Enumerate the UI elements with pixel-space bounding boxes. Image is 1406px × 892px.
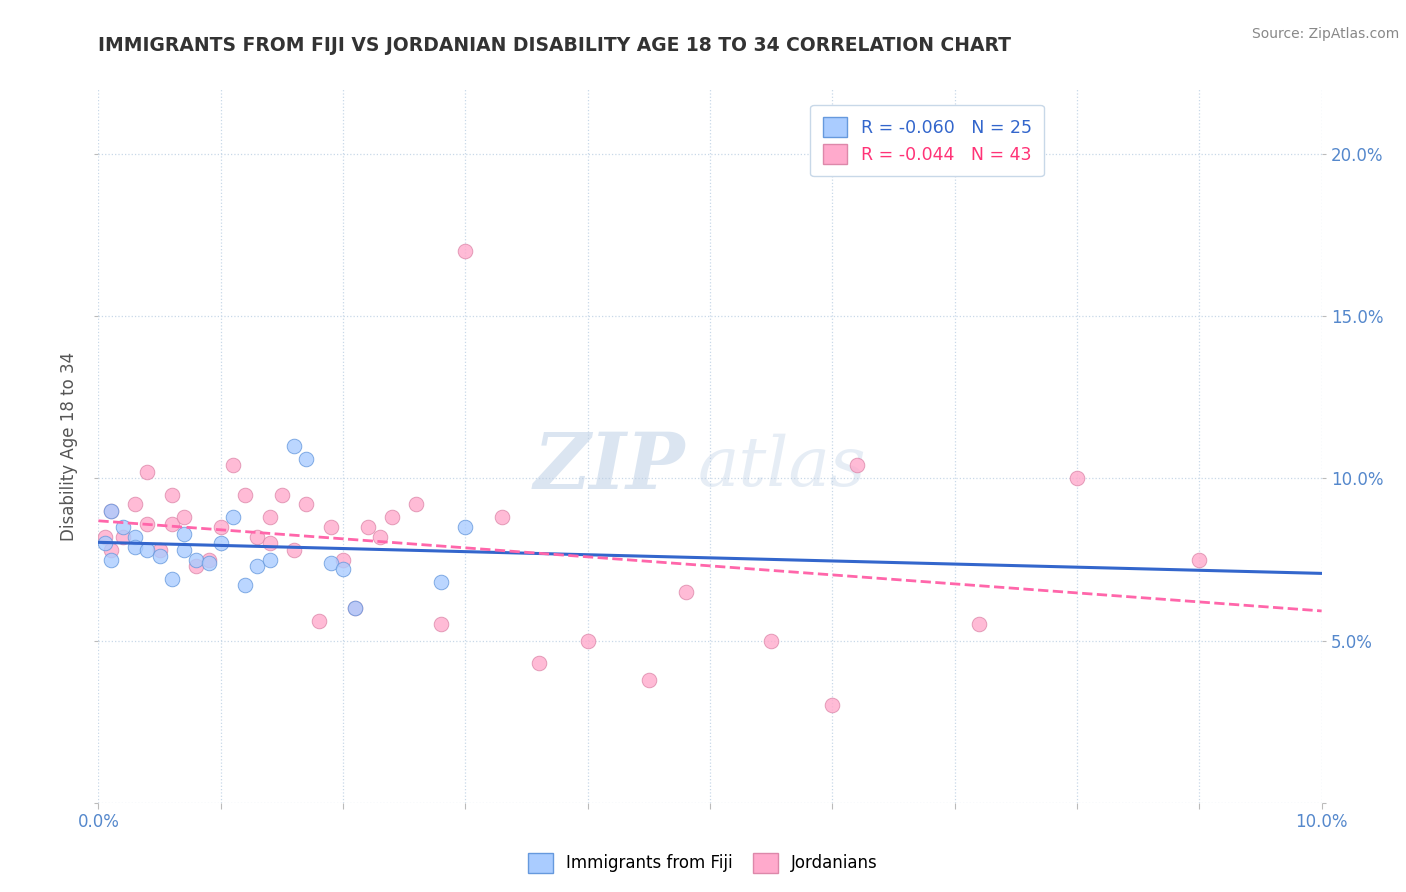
Legend: Immigrants from Fiji, Jordanians: Immigrants from Fiji, Jordanians bbox=[522, 847, 884, 880]
Point bbox=[368, 530, 391, 544]
Point bbox=[308, 614, 330, 628]
Point bbox=[319, 520, 342, 534]
Point bbox=[491, 510, 513, 524]
Point bbox=[356, 520, 378, 534]
Point bbox=[173, 526, 195, 541]
Point bbox=[295, 497, 318, 511]
Point bbox=[209, 520, 232, 534]
Point bbox=[1188, 552, 1211, 566]
Point bbox=[149, 549, 172, 564]
Point bbox=[209, 536, 232, 550]
Point bbox=[100, 542, 122, 557]
Text: IMMIGRANTS FROM FIJI VS JORDANIAN DISABILITY AGE 18 TO 34 CORRELATION CHART: IMMIGRANTS FROM FIJI VS JORDANIAN DISABI… bbox=[98, 36, 1011, 54]
Point bbox=[259, 536, 281, 550]
Point bbox=[160, 572, 183, 586]
Point bbox=[222, 510, 245, 524]
Point bbox=[637, 673, 661, 687]
Point bbox=[405, 497, 427, 511]
Point bbox=[111, 520, 134, 534]
Point bbox=[93, 530, 115, 544]
Point bbox=[430, 575, 453, 590]
Point bbox=[454, 244, 477, 259]
Y-axis label: Disability Age 18 to 34: Disability Age 18 to 34 bbox=[60, 351, 79, 541]
Point bbox=[136, 516, 159, 531]
Point bbox=[246, 559, 269, 574]
Text: ZIP: ZIP bbox=[534, 429, 686, 506]
Point bbox=[332, 552, 354, 566]
Point bbox=[233, 578, 256, 592]
Point bbox=[845, 458, 868, 473]
Point bbox=[259, 552, 281, 566]
Point bbox=[186, 559, 208, 574]
Point bbox=[283, 542, 305, 557]
Point bbox=[124, 530, 146, 544]
Point bbox=[186, 552, 208, 566]
Point bbox=[197, 556, 219, 570]
Point bbox=[173, 542, 195, 557]
Point bbox=[283, 439, 305, 453]
Point bbox=[124, 497, 146, 511]
Point bbox=[124, 540, 146, 554]
Legend: R = -0.060   N = 25, R = -0.044   N = 43: R = -0.060 N = 25, R = -0.044 N = 43 bbox=[810, 105, 1043, 177]
Point bbox=[233, 488, 256, 502]
Point bbox=[173, 510, 195, 524]
Text: Source: ZipAtlas.com: Source: ZipAtlas.com bbox=[1251, 27, 1399, 41]
Point bbox=[759, 633, 782, 648]
Point bbox=[100, 552, 122, 566]
Point bbox=[270, 488, 292, 502]
Point bbox=[259, 510, 281, 524]
Point bbox=[821, 698, 844, 713]
Point bbox=[344, 601, 367, 615]
Point bbox=[675, 585, 697, 599]
Point bbox=[332, 562, 354, 576]
Point bbox=[222, 458, 245, 473]
Point bbox=[967, 617, 990, 632]
Text: atlas: atlas bbox=[697, 434, 866, 500]
Point bbox=[527, 657, 550, 671]
Point bbox=[136, 542, 159, 557]
Point bbox=[344, 601, 367, 615]
Point bbox=[149, 542, 172, 557]
Point bbox=[93, 536, 115, 550]
Point bbox=[381, 510, 404, 524]
Point bbox=[100, 504, 122, 518]
Point bbox=[430, 617, 453, 632]
Point bbox=[1066, 471, 1088, 485]
Point bbox=[160, 516, 183, 531]
Point bbox=[136, 465, 159, 479]
Point bbox=[319, 556, 342, 570]
Point bbox=[454, 520, 477, 534]
Point bbox=[160, 488, 183, 502]
Point bbox=[111, 530, 134, 544]
Point bbox=[100, 504, 122, 518]
Point bbox=[576, 633, 599, 648]
Point bbox=[197, 552, 219, 566]
Point bbox=[246, 530, 269, 544]
Point bbox=[295, 452, 318, 467]
